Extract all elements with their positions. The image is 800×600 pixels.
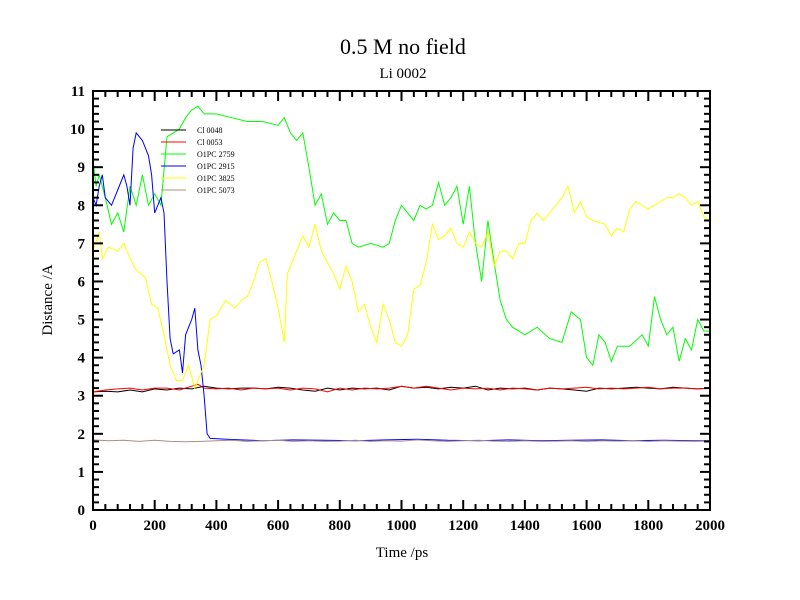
y-tick-label: 7: [78, 236, 86, 252]
x-tick-label: 1200: [448, 518, 478, 534]
legend: Cl 0048 Cl 0053 O1PC 2759 O1PC 2915 O1PC 382…: [161, 126, 235, 195]
x-tick-label: 1000: [387, 518, 417, 534]
y-tick-label: 8: [78, 198, 86, 214]
y-tick-label: 0: [78, 503, 86, 519]
x-tick-label: 600: [267, 518, 290, 534]
y-tick-label: 11: [71, 84, 85, 100]
series-line-o1pc-2759: [92, 105, 710, 367]
chart-subtitle: Li 0002: [379, 66, 426, 82]
y-axis-label: Distance /A: [40, 264, 56, 335]
y-tick-label: 5: [78, 313, 86, 329]
y-tick-label: 1: [78, 465, 86, 481]
y-tick-label: 6: [78, 274, 86, 290]
series-line-cl-0048: [92, 385, 711, 393]
legend-label: Cl 0053: [197, 138, 223, 147]
x-tick-label: 400: [205, 518, 228, 534]
y-tick-label: 4: [78, 351, 86, 367]
x-tick-label: 0: [89, 518, 97, 534]
y-tick-label: 10: [70, 122, 85, 138]
legend-label: O1PC 2915: [197, 162, 235, 171]
series-line-o1pc-3825: [92, 184, 711, 390]
legend-label: O1PC 3825: [197, 174, 235, 183]
y-tick-label: 9: [78, 160, 86, 176]
x-tick-label: 200: [143, 518, 166, 534]
series-line-o1pc-5073: [92, 439, 711, 443]
chart-title: 0.5 M no field: [340, 34, 466, 59]
x-tick-label: 1800: [633, 518, 663, 534]
x-axis-label: Time /ps: [376, 545, 429, 561]
legend-label: O1PC 2759: [197, 150, 235, 159]
x-tick-label: 1400: [510, 518, 540, 534]
series-line-cl-0053: [92, 383, 711, 393]
axes-layer: 0 200 400 600 800 1000 1200 1400 1600 1800 2000 0 1 2…: [70, 84, 725, 534]
legend-label: O1PC 5073: [197, 186, 235, 195]
legend-label: Cl 0048: [197, 126, 223, 135]
y-tick-label: 3: [78, 389, 86, 405]
x-tick-label: 2000: [695, 518, 725, 534]
series-line-o1pc-2915: [92, 131, 710, 442]
series-layer: [92, 105, 711, 443]
x-tick-label: 800: [329, 518, 352, 534]
x-tick-label: 1600: [572, 518, 602, 534]
y-tick-label: 2: [78, 427, 86, 443]
